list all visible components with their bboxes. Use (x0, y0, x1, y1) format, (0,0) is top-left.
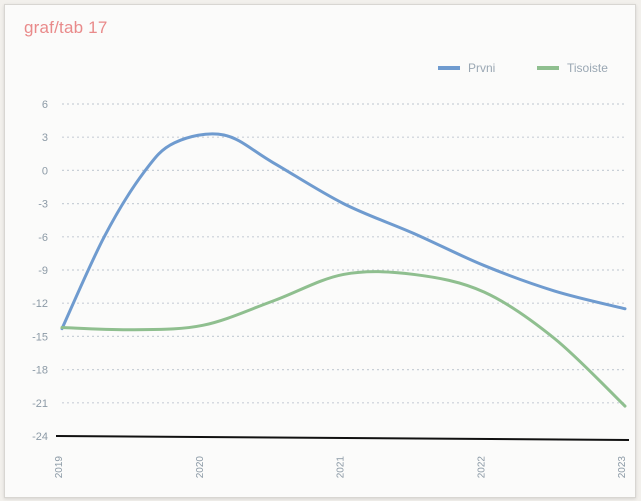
data-point (412, 232, 416, 235)
x-tick-label: 2020 (195, 456, 206, 479)
legend-label: Prvni (468, 61, 495, 75)
data-point (483, 290, 486, 294)
data-point (623, 404, 627, 408)
y-tick-label: -24 (32, 431, 48, 443)
y-tick-label: -9 (38, 265, 48, 277)
data-point (271, 161, 275, 164)
x-tick-label: 2022 (476, 456, 487, 479)
y-tick-label: 0 (42, 165, 48, 177)
grid-layer (62, 103, 625, 404)
series-line-2 (60, 270, 627, 408)
y-tick-label: -15 (32, 331, 48, 343)
data-point (173, 141, 176, 144)
data-point (342, 273, 345, 276)
data-point (623, 307, 627, 310)
data-point (201, 324, 204, 327)
chart-card (4, 4, 636, 498)
data-point (131, 328, 134, 331)
chart-title: graf/tab 17 (24, 18, 108, 37)
legend: Prvni Tisoiste (438, 61, 608, 75)
y-tick-label: -3 (38, 199, 48, 211)
data-point (553, 337, 556, 340)
data-point (271, 299, 275, 303)
data-point (103, 235, 106, 238)
y-tick-label: -12 (32, 298, 48, 310)
x-tick-label: 2023 (617, 456, 628, 479)
x-tick-label: 2019 (54, 456, 65, 479)
series-layer (60, 132, 627, 408)
data-point (553, 289, 556, 293)
series-line-1 (60, 132, 627, 331)
data-point (483, 264, 486, 267)
x-tick-label: 2021 (336, 456, 347, 479)
x-axis-line (55, 435, 630, 441)
y-tick-label: 3 (42, 132, 48, 144)
data-point (142, 171, 145, 174)
axis-layer: 6 3 0 -3 -6 -9 -12 -15 -18 -21 -24 2019 2020 2021 2022… (32, 99, 630, 479)
y-tick-label: -21 (32, 398, 48, 410)
data-point (60, 326, 64, 329)
y-tick-label: -6 (38, 232, 48, 244)
y-tick-label: -18 (32, 365, 48, 377)
data-point (342, 202, 345, 205)
data-point (222, 133, 226, 137)
legend-label: Tisoiste (567, 61, 608, 75)
data-point (412, 273, 416, 276)
y-tick-label: 6 (42, 99, 48, 111)
